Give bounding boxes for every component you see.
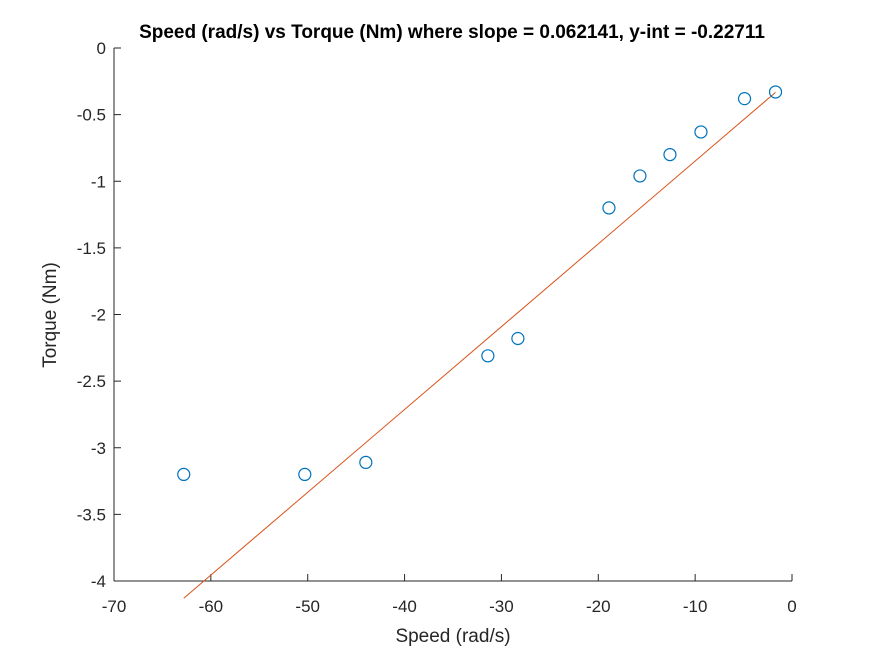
y-tick-label: -2 — [91, 306, 106, 325]
y-tick-label: 0 — [97, 39, 106, 58]
x-tick-label: -20 — [586, 597, 611, 616]
x-tick-label: -10 — [683, 597, 708, 616]
y-axis-label: Torque (Nm) — [40, 262, 61, 368]
data-point — [177, 467, 191, 481]
chart-title: Speed (rad/s) vs Torque (Nm) where slope… — [139, 22, 765, 43]
y-tick-label: -3.5 — [77, 505, 106, 524]
data-point — [359, 455, 373, 470]
data-point — [633, 169, 647, 183]
x-axis-label: Speed (rad/s) — [395, 626, 510, 647]
y-tick-label: -0.5 — [77, 106, 106, 125]
data-point — [663, 148, 677, 162]
data-point — [298, 467, 312, 481]
x-tick-label: -30 — [489, 597, 514, 616]
data-point — [694, 125, 708, 139]
y-tick-label: -3 — [91, 439, 106, 458]
data-point — [737, 92, 752, 106]
x-ticks: -70 -60 -50 -40 -30 -20 -10 0 — [102, 574, 797, 616]
fit-line — [183, 91, 776, 599]
x-tick-label: -70 — [102, 597, 127, 616]
x-tick-label: -50 — [295, 597, 320, 616]
plot-area — [177, 85, 783, 599]
y-tick-label: -1 — [91, 172, 106, 191]
y-ticks: 0 -0.5 -1 -1.5 -2 -2.5 -3 -3.5 -4 — [77, 39, 121, 591]
data-point — [511, 331, 525, 346]
data-point — [768, 85, 783, 99]
y-tick-label: -2.5 — [77, 372, 106, 391]
x-tick-label: -60 — [199, 597, 224, 616]
axes — [113, 48, 792, 582]
x-tick-label: 0 — [787, 597, 796, 616]
y-tick-label: -4 — [91, 572, 106, 591]
data-point — [481, 349, 495, 363]
x-tick-label: -40 — [392, 597, 417, 616]
y-tick-label: -1.5 — [77, 239, 106, 258]
data-point — [602, 201, 616, 215]
